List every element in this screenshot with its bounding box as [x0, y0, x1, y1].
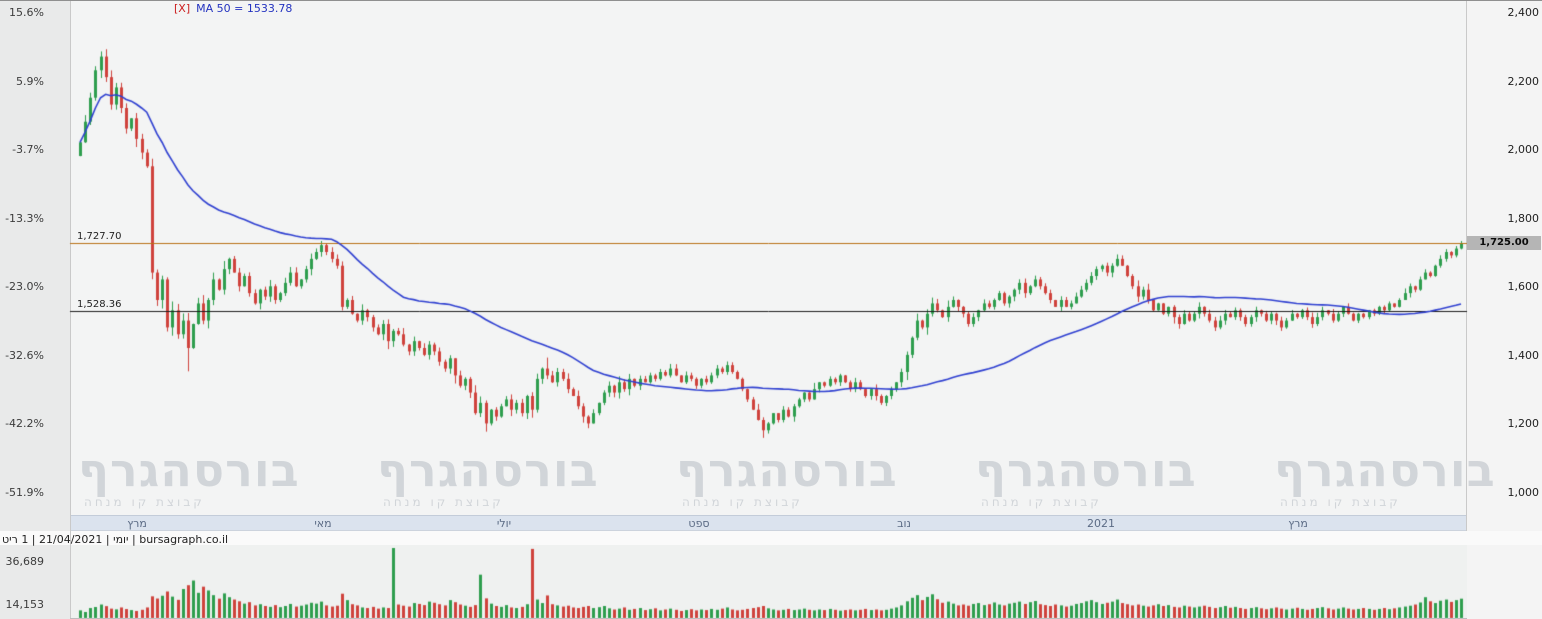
indicator-legend: [X] MA 50 = 1533.78 [174, 2, 292, 15]
percent-axis-label: 15.6% [9, 6, 44, 19]
time-axis-label: מרץ [1288, 517, 1308, 530]
last-price-badge: 1,725.00 [1467, 236, 1541, 251]
price-axis-label: 2,400 [1507, 6, 1540, 19]
volume-axis-label: 14,153 [5, 598, 45, 611]
percent-axis-label: -32.6% [5, 348, 44, 362]
time-axis-label: מרץ [127, 517, 147, 530]
price-axis-label: 2,000 [1507, 143, 1540, 157]
price-axis-label: 1,800 [1507, 211, 1540, 225]
price-axis-label: 2,200 [1507, 74, 1540, 88]
price-axis-label: 1,600 [1507, 280, 1540, 294]
level-line-label-upper: 1,727.70 [77, 230, 122, 242]
time-axis-label: מאי [314, 517, 332, 530]
time-axis-label: 2021 [1087, 517, 1115, 530]
level-line-label-lower: 1,528.36 [77, 298, 122, 310]
volume-axis-label: 36,689 [5, 555, 45, 568]
price-axis-label: 1,200 [1507, 417, 1540, 431]
percent-axis-label: -3.7% [12, 143, 44, 157]
time-axis-label: יולי [496, 517, 512, 530]
indicator-label: MA 50 = 1533.78 [196, 2, 293, 15]
percent-axis-label: -51.9% [5, 486, 44, 499]
time-axis-label: ספט [688, 517, 710, 530]
time-axis-label: נוב [897, 517, 911, 530]
price-axis-label: 1,000 [1507, 486, 1540, 499]
price-axis-label: 1,400 [1507, 348, 1540, 362]
percent-axis-label: -42.2% [5, 417, 44, 431]
percent-axis-label: -23.0% [5, 280, 44, 294]
chart-footer: יומי | 21/04/2021 | 1 ריט | bursagraph.c… [2, 533, 229, 546]
indicator-remove-button[interactable]: [X] [174, 2, 191, 15]
percent-axis-label: -13.3% [5, 211, 44, 225]
percent-axis-label: 5.9% [16, 74, 44, 88]
window-top-border [0, 0, 1542, 1]
